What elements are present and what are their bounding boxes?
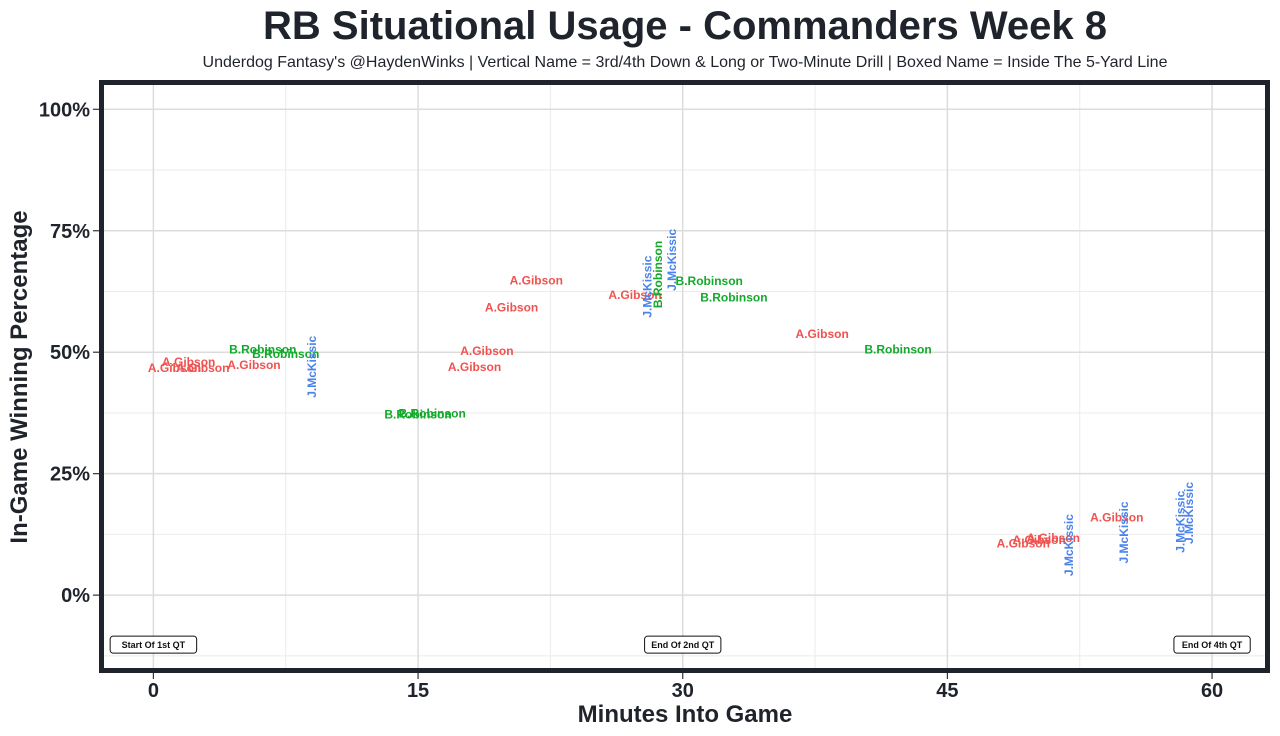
y-tick-label: 50% — [50, 342, 90, 364]
y-tick-label: 0% — [61, 585, 90, 607]
point-label: A.Gibson — [162, 355, 215, 369]
grid-lines — [104, 85, 1265, 668]
point-label: A.Gibson — [608, 288, 661, 302]
point-label: A.Gibson — [997, 537, 1050, 551]
x-axis-ticks: 0 15 30 45 60 — [148, 673, 1223, 702]
quarter-annotation: End Of 4th QT — [1173, 635, 1251, 654]
point-label: A.Gibson — [148, 361, 201, 375]
point-label: B.Robinson — [676, 274, 743, 288]
x-tick-label: 30 — [672, 680, 694, 702]
quarter-annotation: End Of 2nd QT — [644, 635, 722, 654]
point-label: J.McKissic — [1117, 501, 1131, 563]
point-label: J.McKissic — [640, 255, 654, 317]
y-axis-title: In-Game Winning Percentage — [6, 210, 33, 543]
point-label: B.Robinson — [399, 406, 466, 420]
chart-title: RB Situational Usage - Commanders Week 8 — [263, 4, 1107, 48]
point-label: A.Gibson — [176, 361, 229, 375]
y-tick-label: 100% — [39, 99, 90, 121]
annotation-box — [644, 635, 722, 654]
point-label: A.Gibson — [1090, 510, 1143, 524]
x-axis-title: Minutes Into Game — [578, 701, 793, 728]
point-label: B.Robinson — [864, 342, 931, 356]
point-label: A.Gibson — [795, 327, 848, 341]
point-label: J.McKissic — [1062, 514, 1076, 576]
point-label: J.McKissic — [1182, 482, 1196, 544]
x-tick-label: 15 — [407, 680, 429, 702]
annotation-text: Start Of 1st QT — [122, 640, 186, 650]
point-labels: A.GibsonA.GibsonA.GibsonA.GibsonB.Robins… — [148, 229, 1196, 577]
point-label: J.McKissic — [665, 229, 679, 291]
point-label: B.Robinson — [700, 290, 767, 304]
quarter-annotation: Start Of 1st QT — [109, 635, 198, 654]
y-tick-label: 25% — [50, 464, 90, 486]
x-tick-label: 0 — [148, 680, 159, 702]
point-label: B.Robinson — [252, 347, 319, 361]
annotation-box — [1173, 635, 1251, 654]
point-label: A.Gibson — [448, 360, 501, 374]
plot-frame — [99, 80, 1270, 673]
point-label: A.Gibson — [485, 301, 538, 315]
point-label: J.McKissic — [1173, 490, 1187, 552]
point-label: B.Robinson — [384, 407, 451, 421]
annotation-text: End Of 4th QT — [1182, 640, 1243, 650]
point-label: A.Gibson — [1027, 531, 1080, 545]
x-tick-label: 60 — [1201, 680, 1223, 702]
y-tick-label: 75% — [50, 221, 90, 243]
point-label: J.McKissic — [305, 335, 319, 397]
quarter-annotations: Start Of 1st QT End Of 2nd QT End Of 4th Q… — [109, 635, 1251, 654]
annotation-text: End Of 2nd QT — [651, 640, 714, 650]
point-label: A.Gibson — [510, 273, 563, 287]
annotation-box — [109, 635, 198, 654]
point-label: A.Gibson — [1012, 533, 1065, 547]
x-tick-label: 45 — [936, 680, 958, 702]
chart-subtitle: Underdog Fantasy's @HaydenWinks | Vertic… — [203, 54, 1168, 71]
y-axis-ticks: 0% 25% 50% 75% 100% — [39, 99, 99, 607]
point-label: B.Robinson — [651, 241, 665, 308]
point-label: A.Gibson — [460, 344, 513, 358]
point-label: A.Gibson — [227, 358, 280, 372]
point-label: B.Robinson — [229, 342, 296, 356]
